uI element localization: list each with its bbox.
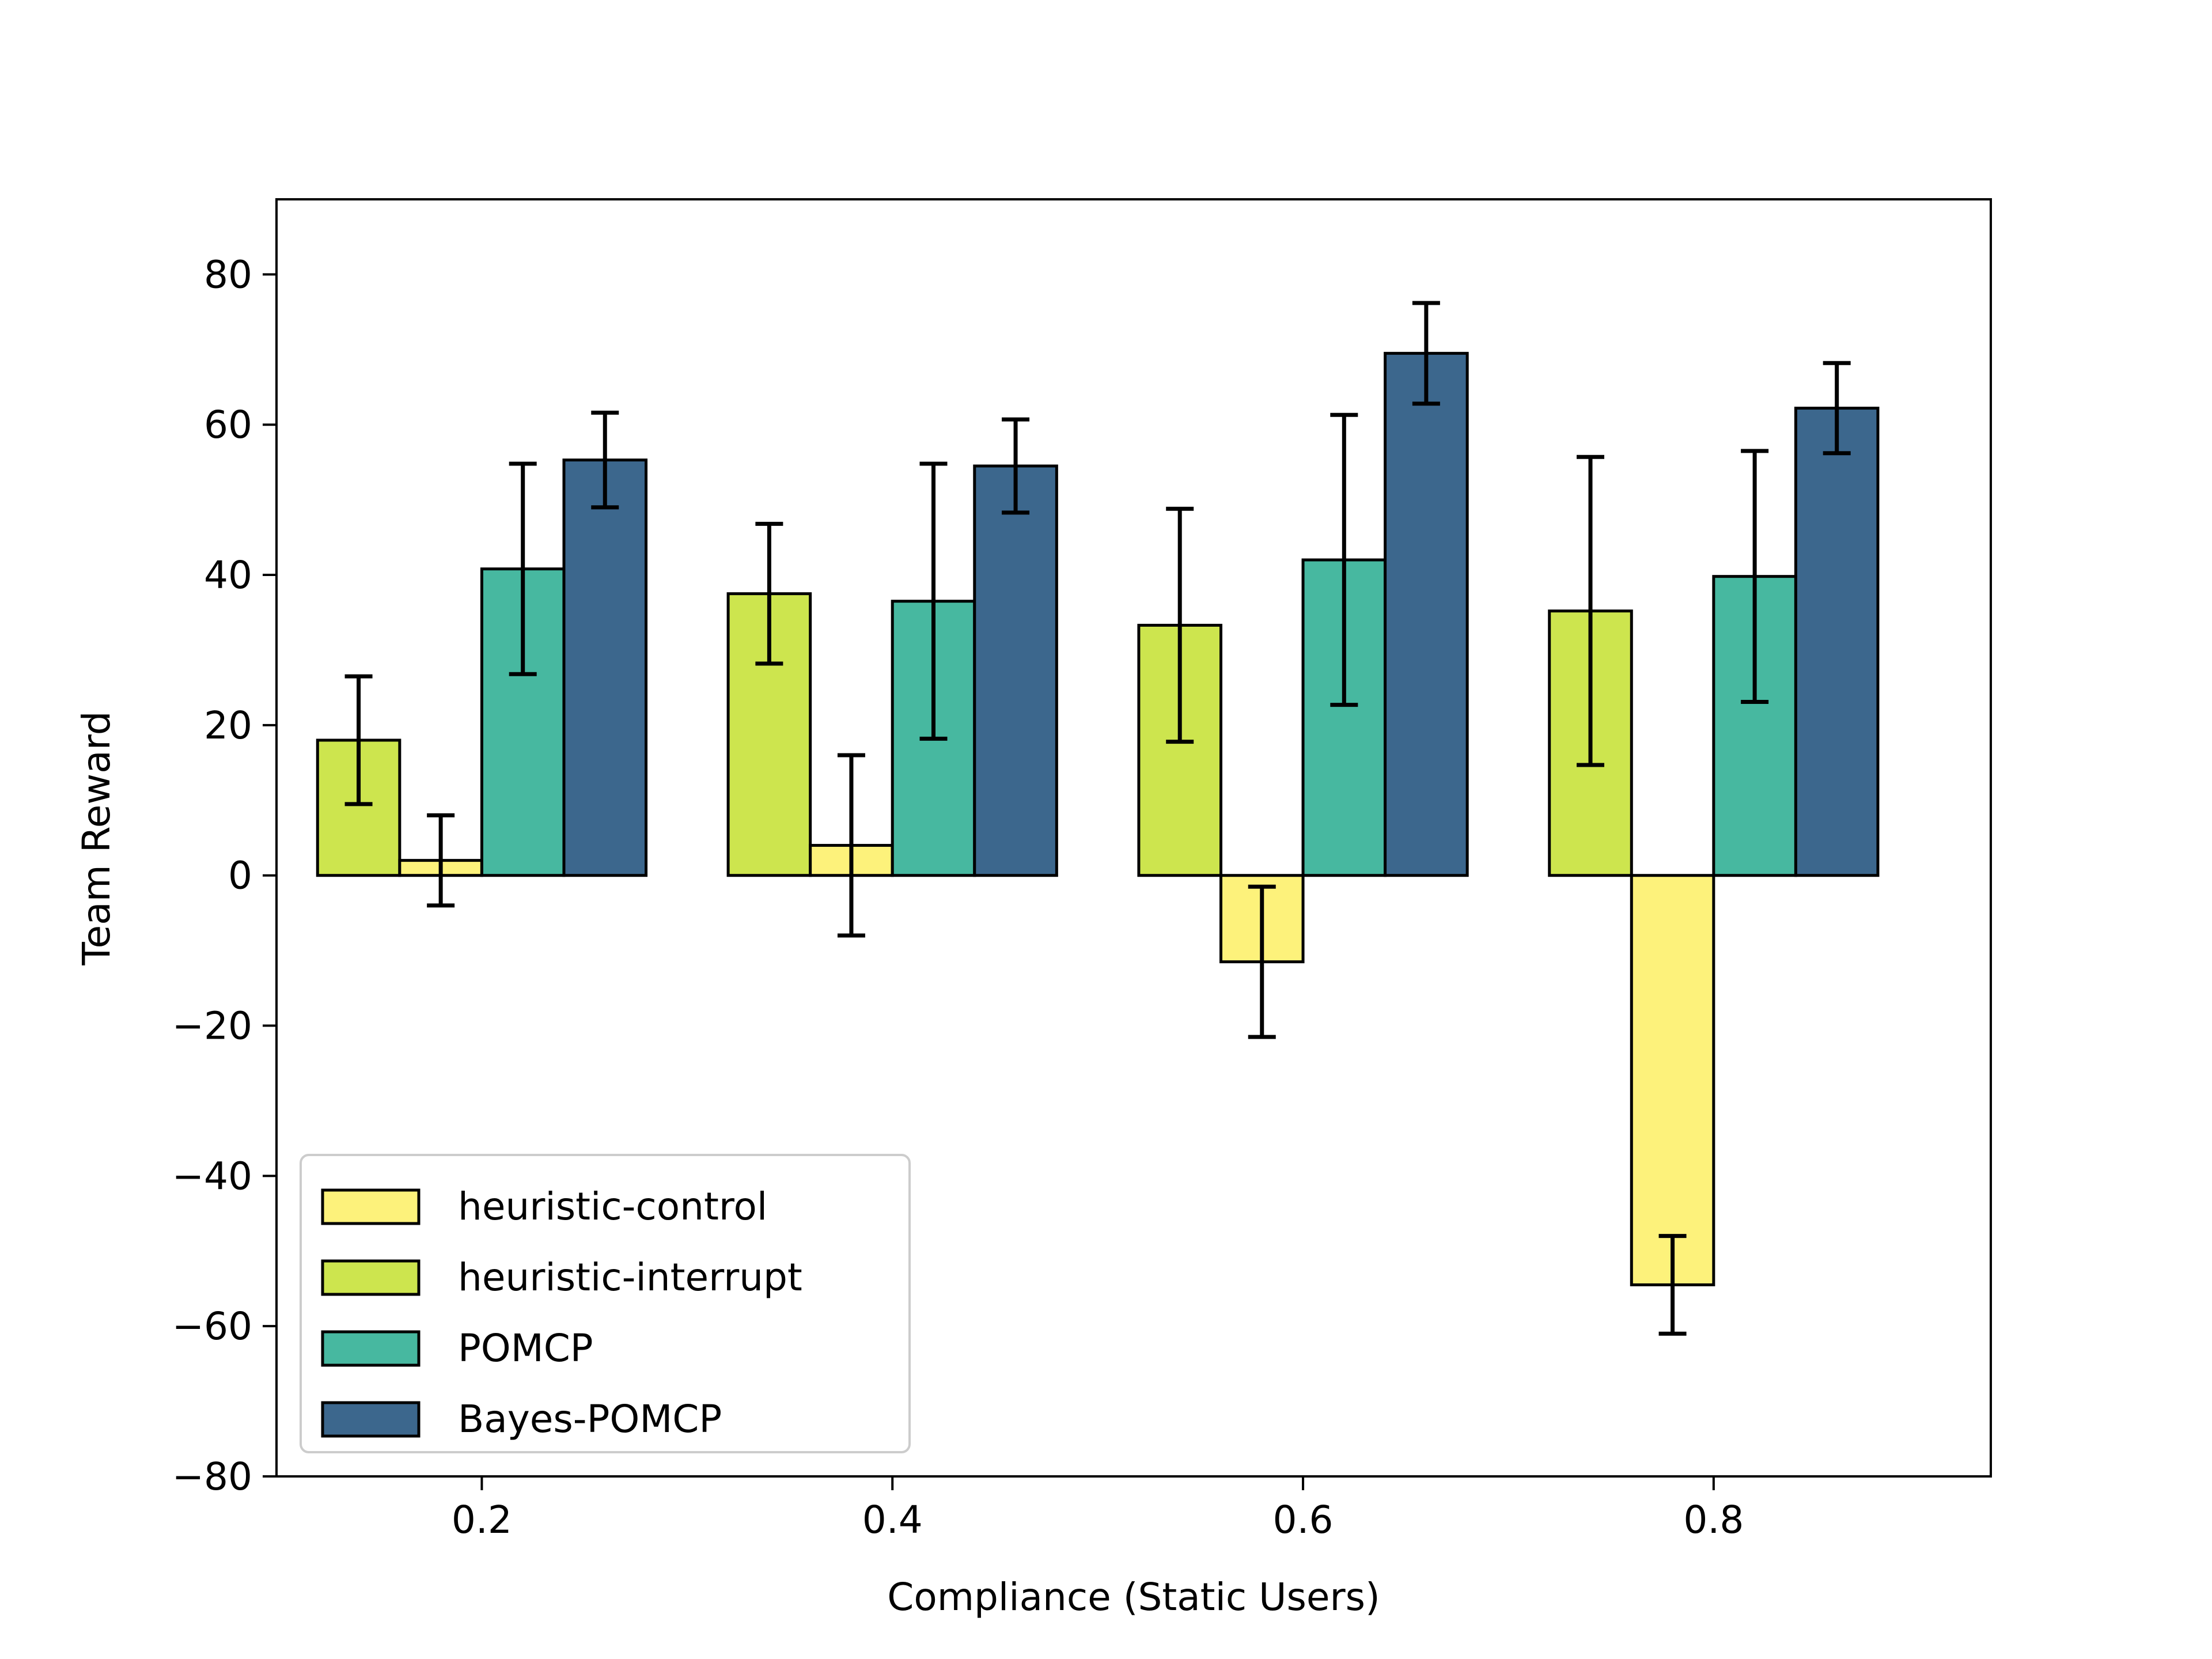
legend-swatch-bayes-pomcp (321, 1401, 421, 1438)
error-bar-pomcp-0-2 (509, 461, 537, 676)
y-tick-label: 80 (204, 252, 252, 297)
error-bar-pomcp-0-8 (1741, 449, 1769, 704)
error-bar-pomcp-0-4 (919, 461, 948, 741)
x-tick-label: 0.6 (1273, 1498, 1334, 1542)
x-axis-label: Compliance (Static Users) (887, 1575, 1380, 1619)
error-bar-heuristic-control-0-4 (837, 753, 865, 938)
legend: heuristic-control heuristic-interrupt POMC… (300, 1154, 911, 1453)
legend-swatch-heuristic-control (321, 1188, 421, 1225)
y-axis-ticks: 80 60 40 20 0 −20 −40 −60 −80 (172, 252, 276, 1499)
y-tick-label: −40 (172, 1154, 252, 1198)
x-tick-label: 0.2 (452, 1498, 512, 1542)
error-bar-heuristic-interrupt-0-2 (344, 674, 373, 806)
plot-area (275, 198, 1992, 1478)
y-tick-label: −80 (172, 1455, 252, 1499)
x-tick-label: 0.8 (1683, 1498, 1744, 1542)
bar-bayes-pomcp-0-4 (973, 464, 1058, 877)
bar-bayes-pomcp-0-8 (1794, 407, 1880, 877)
legend-label-pomcp: POMCP (458, 1326, 593, 1370)
y-axis-label: Team Reward (74, 711, 119, 965)
error-bar-heuristic-interrupt-0-4 (755, 521, 783, 666)
error-bar-bayes-pomcp-0-8 (1823, 361, 1851, 456)
legend-frame (300, 1154, 911, 1453)
bar-heuristic-control-0-8 (1630, 874, 1715, 1286)
y-tick-label: 20 (204, 703, 252, 748)
legend-swatch-pomcp (321, 1330, 421, 1367)
x-axis-ticks: 0.2 0.4 0.6 0.8 (452, 1476, 1744, 1542)
legend-label-heuristic-interrupt: heuristic-interrupt (458, 1255, 802, 1300)
error-bar-pomcp-0-6 (1330, 412, 1358, 707)
y-tick-label: −20 (172, 1004, 252, 1048)
error-bar-bayes-pomcp-0-4 (1002, 417, 1030, 515)
legend-label-heuristic-control: heuristic-control (458, 1184, 767, 1229)
x-tick-label: 0.4 (862, 1498, 923, 1542)
y-tick-label: −60 (172, 1304, 252, 1349)
y-tick-label: 0 (228, 854, 252, 898)
error-bar-bayes-pomcp-0-6 (1412, 301, 1440, 406)
error-bar-heuristic-interrupt-0-8 (1577, 454, 1605, 767)
y-tick-label: 60 (204, 403, 252, 447)
y-tick-label: 40 (204, 553, 252, 597)
error-bars-layer (344, 301, 1851, 1336)
legend-items: heuristic-control heuristic-interrupt POMC… (321, 1184, 802, 1441)
bars-layer (316, 351, 1880, 1286)
error-bar-heuristic-interrupt-0-6 (1166, 506, 1194, 744)
bar-bayes-pomcp-0-2 (562, 459, 648, 877)
error-bar-heuristic-control-0-6 (1248, 884, 1276, 1039)
legend-swatch-heuristic-interrupt (321, 1259, 421, 1296)
error-bar-heuristic-control-0-2 (427, 813, 455, 908)
legend-label-bayes-pomcp: Bayes-POMCP (458, 1397, 722, 1441)
bar-bayes-pomcp-0-6 (1384, 351, 1469, 877)
error-bar-bayes-pomcp-0-2 (591, 410, 619, 510)
error-bar-heuristic-control-0-8 (1658, 1234, 1687, 1336)
